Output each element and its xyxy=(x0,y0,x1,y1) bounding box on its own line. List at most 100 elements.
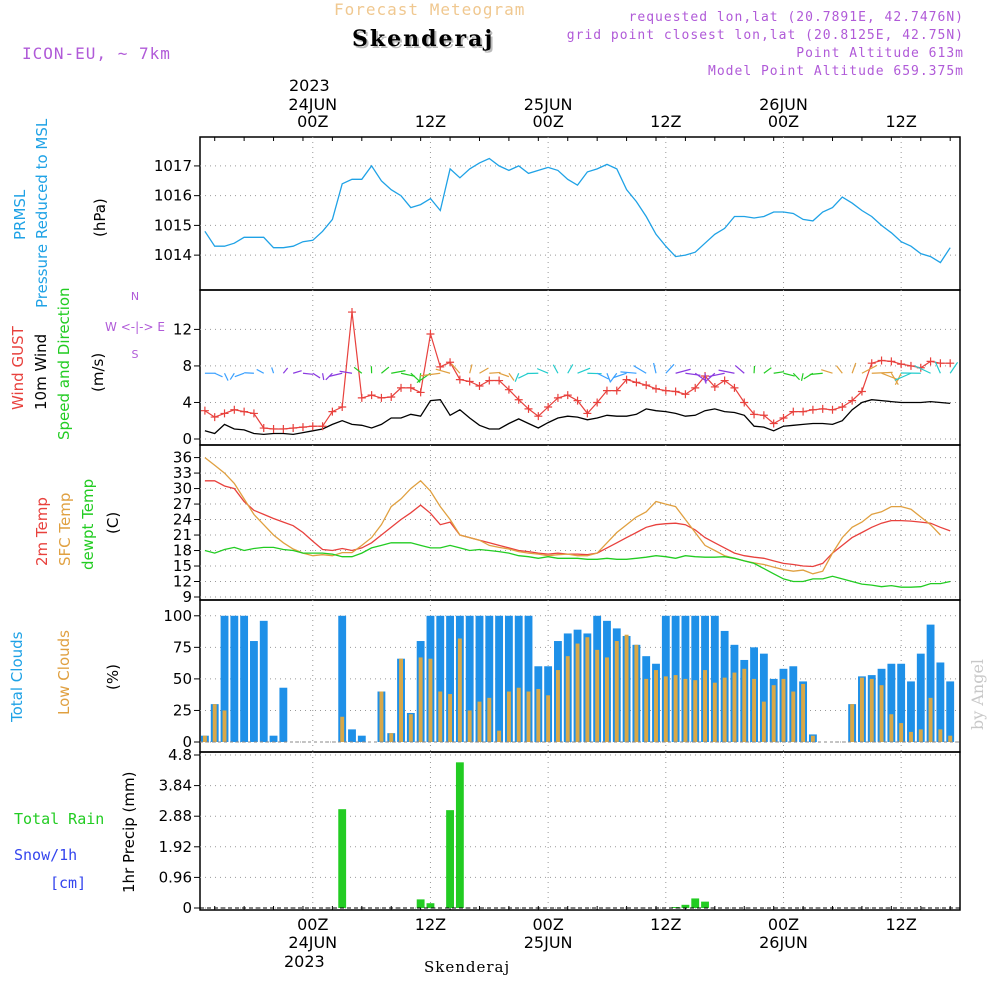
rain-bar xyxy=(681,904,690,908)
gust-marker xyxy=(632,378,641,387)
gust-marker xyxy=(612,386,621,395)
wind-direction-arrow xyxy=(665,363,675,374)
low-cloud-bar xyxy=(438,691,443,742)
rain-bar xyxy=(701,901,709,908)
gust-marker xyxy=(318,422,327,431)
wind-direction-arrow xyxy=(321,373,325,381)
wind-direction-arrow xyxy=(479,367,489,374)
gust-marker xyxy=(789,407,798,416)
time-label-top: 00Z xyxy=(532,112,563,131)
gust-marker xyxy=(769,419,778,428)
total-cloud-bar xyxy=(259,620,268,742)
gust-marker xyxy=(710,382,719,391)
gust-marker xyxy=(485,376,494,385)
model-altitude: Model Point Altitude 659.375m xyxy=(708,64,964,79)
total-cloud-bar xyxy=(916,653,925,742)
ytick-label-2: 33 xyxy=(173,464,192,482)
date-label-top: 25JUN xyxy=(524,95,573,114)
gust-marker xyxy=(573,396,582,405)
wind-direction-arrow xyxy=(325,372,333,381)
wind-gust-line xyxy=(204,311,951,430)
gust-marker xyxy=(475,382,484,391)
ytick-label-0: 1014 xyxy=(154,246,192,264)
ytick-label-1: 12 xyxy=(173,320,192,338)
low-cloud-bar xyxy=(379,691,384,742)
gust-marker xyxy=(691,383,700,392)
panel-plot-0 xyxy=(204,157,951,264)
wind-direction-arrow xyxy=(861,364,878,374)
gust-marker xyxy=(877,356,886,365)
total-cloud-bar xyxy=(897,663,906,742)
wind-direction-arrow xyxy=(783,372,795,377)
wind-direction-arrow xyxy=(633,365,647,374)
gust-marker xyxy=(848,396,857,405)
gust-marker xyxy=(210,413,219,422)
ytick-label-1: 8 xyxy=(182,357,192,375)
ytick-label-4: 1.92 xyxy=(159,838,192,856)
low-cloud-bar xyxy=(555,670,560,742)
wind-direction-arrow xyxy=(353,366,363,374)
panel-frame-1 xyxy=(199,289,961,446)
wind-direction-arrow xyxy=(949,361,959,374)
rain-bar xyxy=(338,809,347,908)
ytick-label-2: 12 xyxy=(173,573,192,591)
date-label-bottom: 26JUN xyxy=(759,933,808,952)
gust-marker xyxy=(750,410,759,419)
wind-direction-arrow xyxy=(708,372,725,378)
wind-direction-arrow xyxy=(675,368,691,374)
low-cloud-bar xyxy=(477,701,482,742)
wind-direction-arrow xyxy=(567,364,574,374)
total-cloud-bar xyxy=(436,615,445,742)
ytick-label-2: 21 xyxy=(173,526,192,544)
rain-bar xyxy=(671,907,680,908)
gust-marker xyxy=(779,413,788,422)
panel-plot-3 xyxy=(200,615,960,743)
time-label-top: 12Z xyxy=(415,112,446,131)
low-cloud-bar xyxy=(889,714,894,742)
low-cloud-bar xyxy=(340,716,345,742)
wind-direction-arrow xyxy=(694,372,706,381)
wind-direction-arrow xyxy=(612,372,627,379)
panel-frame-0 xyxy=(199,136,961,291)
gust-marker xyxy=(308,422,317,431)
total-cloud-bar xyxy=(759,653,768,742)
low-cloud-bar xyxy=(712,682,717,742)
bottom-city: Skenderaj xyxy=(424,958,511,976)
gridpoint-coords: grid point closest lon,lat (20.8125E, 42… xyxy=(566,28,964,43)
wind-direction-arrow xyxy=(890,372,899,385)
wind-direction-arrow xyxy=(792,372,800,381)
gust-marker xyxy=(563,391,572,400)
point-altitude: Point Altitude 613m xyxy=(796,46,964,61)
wind-direction-arrow xyxy=(292,370,302,374)
wind-direction-arrow xyxy=(498,372,510,378)
time-label-bottom: 12Z xyxy=(650,915,681,934)
low-cloud-bar xyxy=(791,691,796,742)
wind-direction-arrow xyxy=(914,365,931,374)
wind-direction-arrow xyxy=(704,372,716,383)
low-cloud-bar xyxy=(467,710,472,742)
gust-marker xyxy=(514,395,523,404)
low-cloud-bar xyxy=(909,731,913,742)
low-cloud-bar xyxy=(722,677,727,742)
snow-label: Snow/1h xyxy=(14,846,78,864)
wind-direction-arrow xyxy=(809,372,823,376)
low-cloud-bar xyxy=(634,644,639,742)
gust-marker xyxy=(642,381,651,390)
low-cloud-bar xyxy=(859,677,864,742)
date-label-bottom: 24JUN xyxy=(288,933,337,952)
gust-marker xyxy=(249,409,258,418)
gust-marker xyxy=(583,409,592,418)
time-label-bottom: 00Z xyxy=(297,915,328,934)
rain-bar xyxy=(691,898,700,908)
gust-marker xyxy=(357,393,366,402)
low-cloud-bar xyxy=(732,672,737,742)
time-label-top: 00Z xyxy=(297,112,328,131)
panel-plot-1 xyxy=(200,308,959,436)
low-cloud-bar xyxy=(546,695,551,742)
gust-marker xyxy=(279,424,288,433)
low-cloud-bar xyxy=(575,643,580,742)
rain-bar xyxy=(426,903,435,908)
wind-direction-arrow xyxy=(514,373,520,382)
total-cloud-bar xyxy=(504,615,513,742)
